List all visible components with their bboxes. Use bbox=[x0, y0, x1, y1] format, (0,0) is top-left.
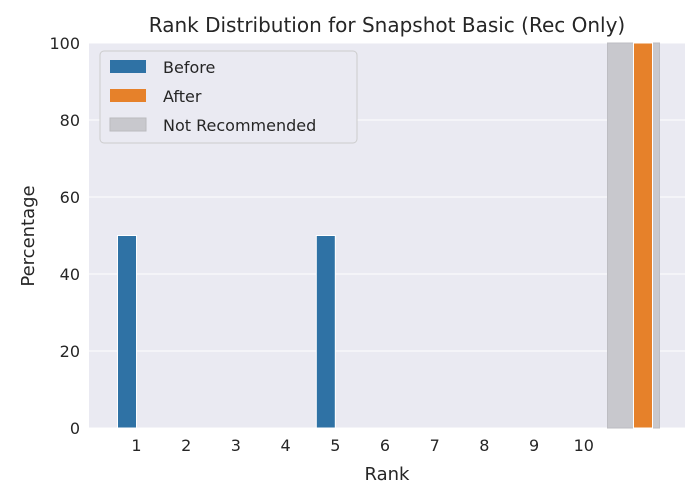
legend-label-after: After bbox=[163, 87, 202, 106]
x-axis-label: Rank bbox=[365, 464, 411, 485]
bar-before-5 bbox=[315, 235, 336, 429]
x-tick-label: 9 bbox=[529, 436, 539, 455]
x-tick-label: 6 bbox=[380, 436, 390, 455]
x-tick-label: 3 bbox=[231, 436, 241, 455]
legend: Before After Not Recommended bbox=[99, 50, 358, 144]
chart-title: Rank Distribution for Snapshot Basic (Re… bbox=[149, 13, 625, 37]
y-tick-label: 60 bbox=[60, 188, 80, 207]
bar-after-not-recommended bbox=[633, 42, 653, 429]
y-tick-label: 0 bbox=[70, 419, 80, 438]
y-tick-label: 20 bbox=[60, 342, 80, 361]
x-tick-label: 1 bbox=[131, 436, 141, 455]
y-tick-labels: 0 20 40 60 80 100 bbox=[49, 34, 80, 438]
x-tick-label: 5 bbox=[330, 436, 340, 455]
gridlines bbox=[89, 42, 685, 429]
x-tick-label: 2 bbox=[181, 436, 191, 455]
legend-swatch-before bbox=[110, 60, 146, 73]
legend-swatch-not-recommended bbox=[109, 117, 147, 132]
y-tick-label: 40 bbox=[60, 265, 80, 284]
legend-label-before: Before bbox=[163, 58, 215, 77]
x-tick-label: 7 bbox=[430, 436, 440, 455]
bar-before-1 bbox=[117, 235, 137, 429]
legend-swatch-after bbox=[110, 89, 146, 102]
legend-box bbox=[99, 50, 358, 144]
bars bbox=[117, 42, 653, 429]
y-tick-label: 100 bbox=[49, 34, 80, 53]
y-tick-label: 80 bbox=[60, 111, 80, 130]
x-tick-label: 10 bbox=[574, 436, 594, 455]
x-tick-label: 4 bbox=[281, 436, 291, 455]
y-axis-label: Percentage bbox=[18, 185, 39, 286]
x-tick-label: 8 bbox=[479, 436, 489, 455]
legend-label-not-recommended: Not Recommended bbox=[163, 116, 316, 135]
x-tick-labels: 1 2 3 4 5 6 7 8 9 10 bbox=[131, 436, 594, 455]
